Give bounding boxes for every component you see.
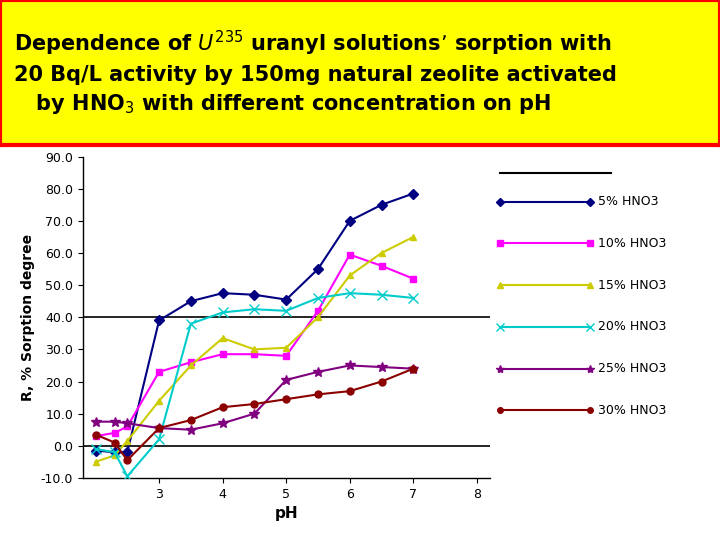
Text: 30% HNO3: 30% HNO3 [598, 404, 667, 417]
Text: 25% HNO3: 25% HNO3 [598, 362, 667, 375]
Text: 10% HNO3: 10% HNO3 [598, 237, 667, 250]
X-axis label: pH: pH [274, 506, 298, 521]
Text: 15% HNO3: 15% HNO3 [598, 279, 667, 292]
Text: 5% HNO3: 5% HNO3 [598, 195, 659, 208]
Text: Dependence of $\mathit{U}^{235}$ uranyl solutions’ sorption with
20 Bq/L activit: Dependence of $\mathit{U}^{235}$ uranyl … [14, 29, 617, 116]
Text: 20% HNO3: 20% HNO3 [598, 320, 667, 333]
Y-axis label: R, % Sorption degree: R, % Sorption degree [21, 234, 35, 401]
